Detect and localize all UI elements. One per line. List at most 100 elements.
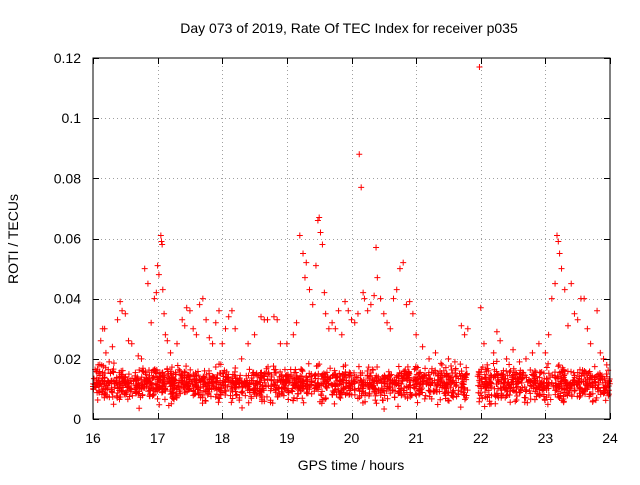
data-point <box>380 310 387 317</box>
data-point <box>219 340 226 347</box>
data-point <box>587 340 594 347</box>
band-point <box>442 364 449 371</box>
data-point <box>199 295 206 302</box>
band-point <box>577 392 584 399</box>
band-point <box>132 388 139 395</box>
band-point <box>367 381 374 388</box>
band-point <box>384 381 391 388</box>
band-point <box>176 387 183 394</box>
band-point <box>406 379 413 386</box>
band-point <box>280 392 287 399</box>
band-point <box>383 388 390 395</box>
band-point <box>228 383 235 390</box>
band-point <box>545 360 552 367</box>
band-point <box>114 390 121 397</box>
band-point <box>561 372 568 379</box>
band-point <box>504 372 511 379</box>
band-point <box>284 377 291 384</box>
band-point <box>476 398 483 405</box>
band-point <box>426 393 433 400</box>
data-point <box>119 307 126 314</box>
band-point <box>248 393 255 400</box>
band-point <box>216 361 223 368</box>
data-point <box>138 355 145 362</box>
band-point <box>353 373 360 380</box>
band-point <box>135 381 142 388</box>
band-point <box>372 374 379 381</box>
band-point <box>187 366 194 373</box>
band-point <box>525 378 532 385</box>
band-point <box>154 395 161 402</box>
band-point <box>493 368 500 375</box>
band-point <box>575 378 582 385</box>
data-point <box>228 307 235 314</box>
band-point <box>308 390 315 397</box>
data-point <box>159 286 166 293</box>
band-point <box>350 369 357 376</box>
band-point <box>199 400 206 407</box>
band-point <box>239 404 246 411</box>
band-point <box>181 385 188 392</box>
band-point <box>543 364 550 371</box>
band-point <box>170 389 177 396</box>
band-point <box>320 396 327 403</box>
band-point <box>570 377 577 384</box>
band-point <box>252 381 259 388</box>
band-point <box>346 382 353 389</box>
data-point <box>400 259 407 266</box>
data-point <box>555 238 562 245</box>
band-point <box>601 375 608 382</box>
band-point <box>177 371 184 378</box>
band-point <box>215 381 222 388</box>
band-point <box>296 384 303 391</box>
band-point <box>373 378 380 385</box>
band-point <box>136 405 143 412</box>
band-point <box>571 372 578 379</box>
band-point <box>571 388 578 395</box>
y-tick-label: 0.1 <box>62 110 82 126</box>
data-point <box>406 298 413 305</box>
band-point <box>501 387 508 394</box>
data-point <box>348 316 355 323</box>
band-point <box>445 373 452 380</box>
data-point <box>594 307 601 314</box>
band-point <box>563 385 570 392</box>
band-point <box>169 374 176 381</box>
band-point <box>402 393 409 400</box>
band-point <box>514 393 521 400</box>
band-point <box>391 394 398 401</box>
band-point <box>463 370 470 377</box>
band-point <box>195 389 202 396</box>
data-point <box>426 355 433 362</box>
band-point <box>167 370 174 377</box>
band-point <box>149 381 156 388</box>
data-point <box>161 310 168 317</box>
band-point <box>253 393 260 400</box>
data-point <box>135 352 142 359</box>
data-point <box>432 349 439 356</box>
band-point <box>96 389 103 396</box>
band-point <box>275 392 282 399</box>
band-point <box>282 382 289 389</box>
band-point <box>181 375 188 382</box>
band-point <box>213 375 220 382</box>
band-point <box>452 365 459 372</box>
band-point <box>490 360 497 367</box>
band-point <box>320 376 327 383</box>
data-point <box>329 319 336 326</box>
band-point <box>175 383 182 390</box>
band-point <box>597 372 604 379</box>
data-point <box>148 319 155 326</box>
band-point <box>153 366 160 373</box>
band-point <box>495 379 502 386</box>
data-point <box>476 64 483 71</box>
band-point <box>122 391 129 398</box>
data-point <box>300 250 307 257</box>
band-point <box>431 377 438 384</box>
band-point <box>198 376 205 383</box>
band-point <box>250 372 257 379</box>
band-point <box>234 377 241 384</box>
band-point <box>154 388 161 395</box>
band-point <box>351 386 358 393</box>
